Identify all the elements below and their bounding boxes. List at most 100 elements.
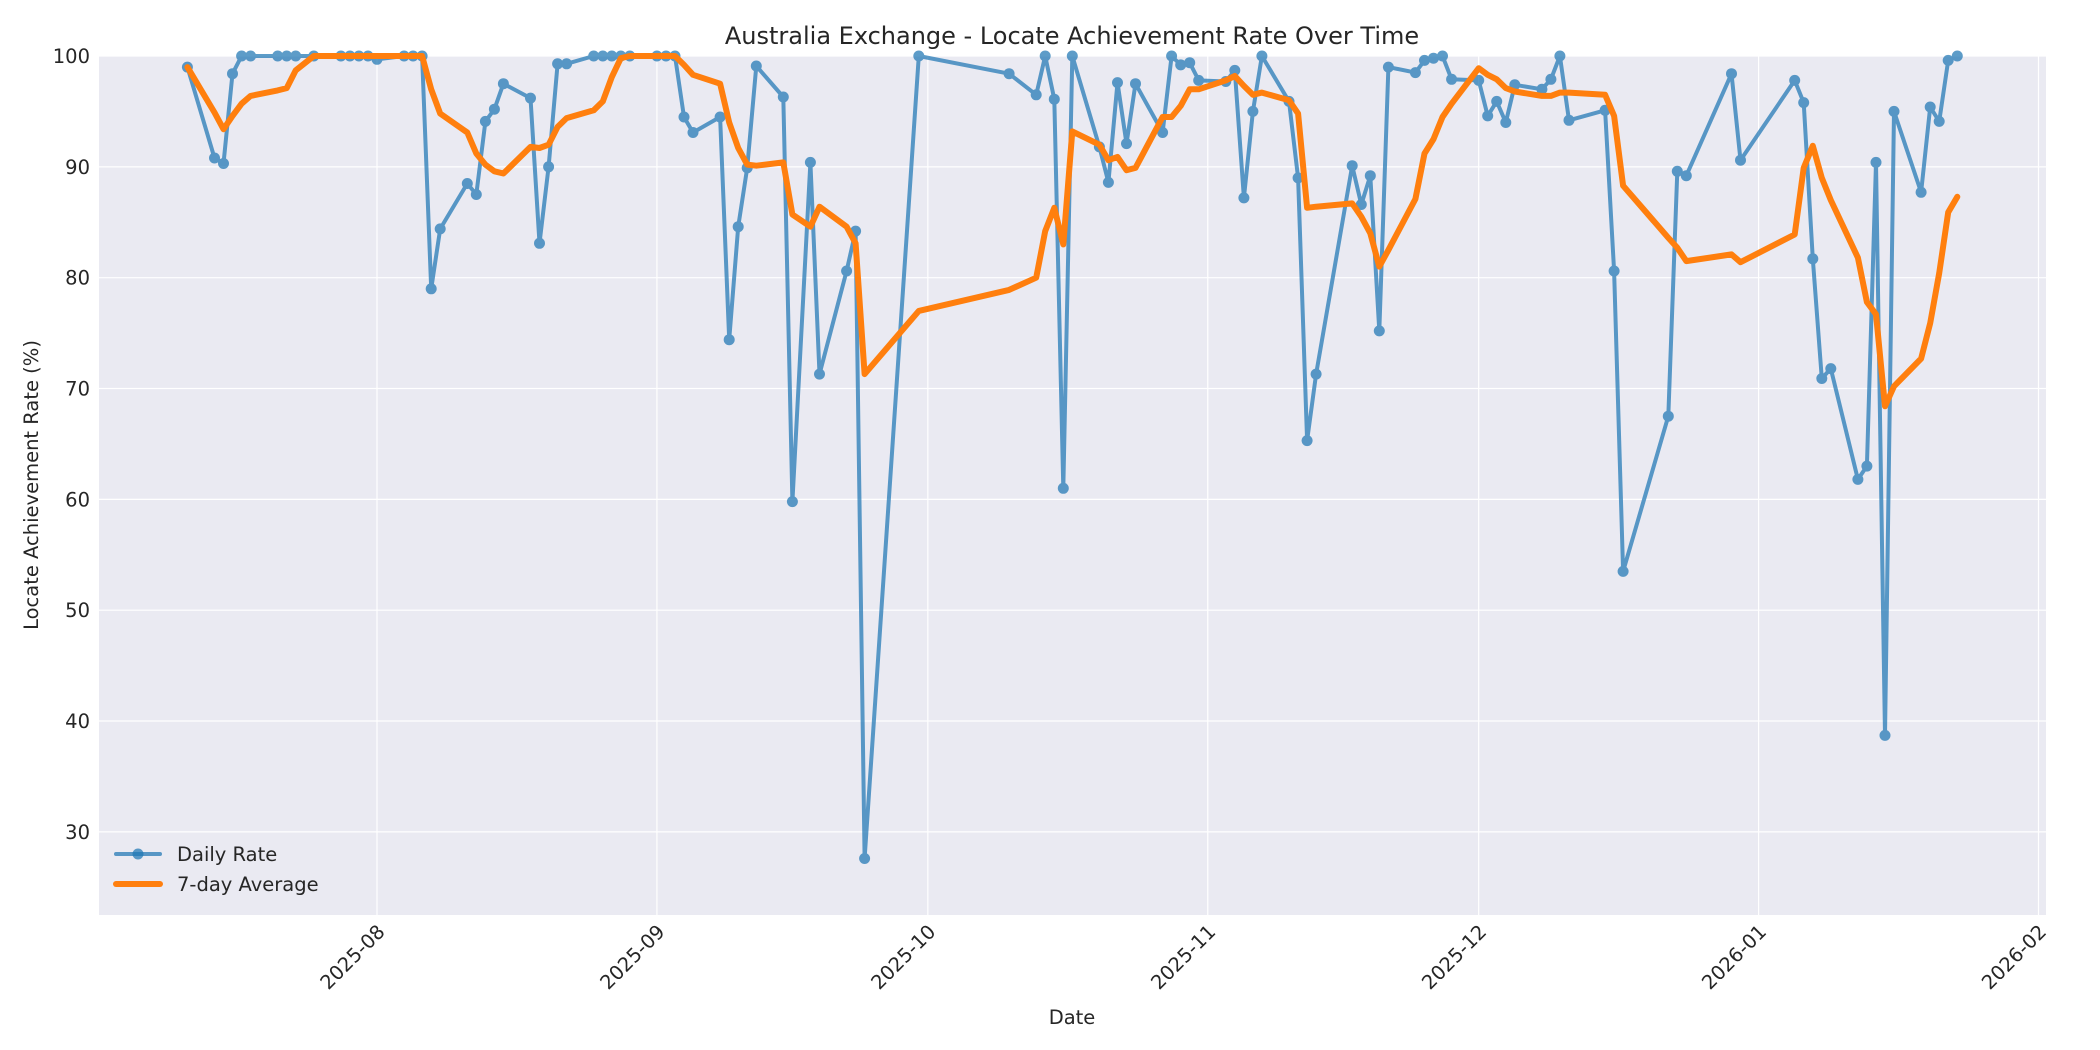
daily-rate-marker: [1382, 61, 1394, 73]
daily-rate-marker: [543, 161, 555, 173]
daily-rate-marker: [534, 237, 545, 249]
daily-rate-marker: [470, 189, 482, 200]
daily-rate-marker: [1915, 186, 1927, 198]
daily-rate-marker: [1166, 50, 1178, 62]
y-tick-label: 60: [65, 488, 90, 511]
legend-label-daily-rate: Daily Rate: [177, 843, 277, 866]
daily-rate-marker: [425, 283, 437, 295]
x-tick-label: 2025-10: [866, 920, 940, 994]
plot-area: [99, 56, 2046, 915]
daily-rate-marker: [290, 50, 302, 62]
daily-rate-marker: [525, 92, 536, 104]
daily-rate-marker: [714, 111, 726, 123]
daily-rate-marker: [1238, 192, 1250, 204]
daily-rate-marker: [1852, 473, 1864, 485]
daily-rate-marker: [272, 50, 284, 62]
x-tick-label: 2025-08: [316, 920, 390, 994]
daily-rate-marker: [597, 50, 609, 62]
daily-rate-marker: [913, 50, 925, 62]
daily-rate-marker: [1608, 265, 1620, 277]
daily-rate-marker: [814, 368, 825, 380]
daily-rate-marker: [1310, 368, 1322, 380]
daily-rate-marker: [1346, 160, 1358, 172]
daily-rate-marker: [245, 50, 257, 62]
x-tick-label: 2026-01: [1697, 920, 1771, 994]
daily-rate-marker: [561, 58, 573, 70]
daily-rate-marker: [1563, 114, 1575, 126]
daily-rate-marker: [1789, 74, 1801, 86]
daily-rate-marker: [227, 68, 238, 80]
daily-rate-marker: [777, 91, 789, 103]
daily-rate-marker: [1825, 363, 1837, 375]
daily-rate-marker: [1437, 50, 1448, 62]
daily-rate-marker: [1003, 68, 1015, 80]
daily-rate-marker: [1662, 410, 1674, 422]
daily-rate-marker: [1364, 170, 1376, 182]
grid-lines: [99, 55, 2046, 915]
y-tick-label: 40: [65, 710, 90, 733]
daily-rate-marker: [1292, 172, 1304, 184]
daily-rate-marker: [1671, 165, 1683, 177]
daily-rate-marker: [434, 223, 446, 235]
x-tick-label: 2025-11: [1146, 920, 1220, 994]
daily-rate-marker: [488, 103, 500, 115]
daily-rate-marker: [1861, 460, 1873, 472]
daily-rate-marker: [1193, 74, 1205, 86]
daily-rate-marker: [281, 50, 293, 62]
x-axis-ticks: 2025-08 2025-09 2025-10 2025-11 2025-12 2026-…: [316, 920, 2051, 994]
daily-rate-marker: [1491, 95, 1503, 107]
daily-rate-marker: [1933, 115, 1945, 127]
x-axis-label: Date: [1049, 1006, 1096, 1029]
daily-rate-marker: [1229, 64, 1241, 76]
daily-rate-marker: [1617, 565, 1629, 577]
daily-rate-marker: [1888, 105, 1900, 117]
daily-rate-marker: [1066, 50, 1078, 62]
daily-rate-marker: [1500, 117, 1512, 128]
y-tick-label: 50: [65, 599, 90, 622]
legend-label-7-day-average: 7-day Average: [177, 873, 319, 896]
y-tick-label: 100: [53, 45, 90, 68]
legend-daily-marker-icon: [132, 848, 144, 860]
daily-rate-marker: [1373, 325, 1385, 337]
daily-rate-marker: [1157, 127, 1169, 138]
daily-rate-marker: [552, 58, 564, 70]
daily-rate-marker: [1121, 138, 1132, 150]
daily-rate-marker: [1798, 97, 1810, 109]
daily-rate-marker: [1419, 54, 1430, 66]
daily-rate-marker: [1924, 101, 1936, 113]
daily-rate-marker: [1554, 50, 1566, 62]
daily-rate-marker: [678, 111, 690, 123]
daily-rate-marker: [1545, 73, 1557, 85]
daily-rate-marker: [606, 50, 618, 62]
legend-item-7-day-average: 7-day Average: [113, 873, 319, 896]
y-axis-label: Locate Achievement Rate (%): [20, 340, 43, 630]
daily-rate-marker: [1951, 50, 1963, 62]
daily-rate-marker: [1942, 54, 1954, 66]
seven-day-average-line: [184, 53, 1961, 410]
daily-rate-marker: [461, 178, 473, 189]
y-tick-label: 70: [65, 378, 90, 401]
daily-rate-marker: [1473, 74, 1485, 86]
daily-rate-marker: [687, 127, 699, 138]
x-tick-label: 2026-02: [1977, 920, 2051, 994]
legend: Daily Rate 7-day Average: [113, 843, 319, 896]
daily-rate-marker: [497, 78, 509, 90]
daily-rate-marker: [750, 60, 762, 72]
daily-rate-marker: [786, 496, 798, 508]
y-tick-label: 30: [65, 821, 90, 844]
daily-rate-marker: [209, 152, 220, 164]
y-tick-label: 80: [65, 267, 90, 290]
daily-rate-marker: [1112, 77, 1123, 89]
y-tick-label: 90: [65, 156, 90, 179]
daily-rate-marker: [1807, 253, 1819, 265]
y-axis-ticks: 30 40 50 60 70 80 90 100: [53, 45, 90, 844]
daily-rate-marker: [1735, 154, 1746, 166]
daily-rate-marker: [1879, 729, 1891, 741]
daily-rate-marker: [1184, 57, 1196, 69]
daily-rate-marker: [732, 221, 744, 233]
daily-rate-marker: [1536, 83, 1548, 95]
daily-rate-marker: [1428, 52, 1439, 64]
daily-rate-marker: [1680, 170, 1692, 182]
legend-item-daily-rate: Daily Rate: [114, 843, 277, 866]
